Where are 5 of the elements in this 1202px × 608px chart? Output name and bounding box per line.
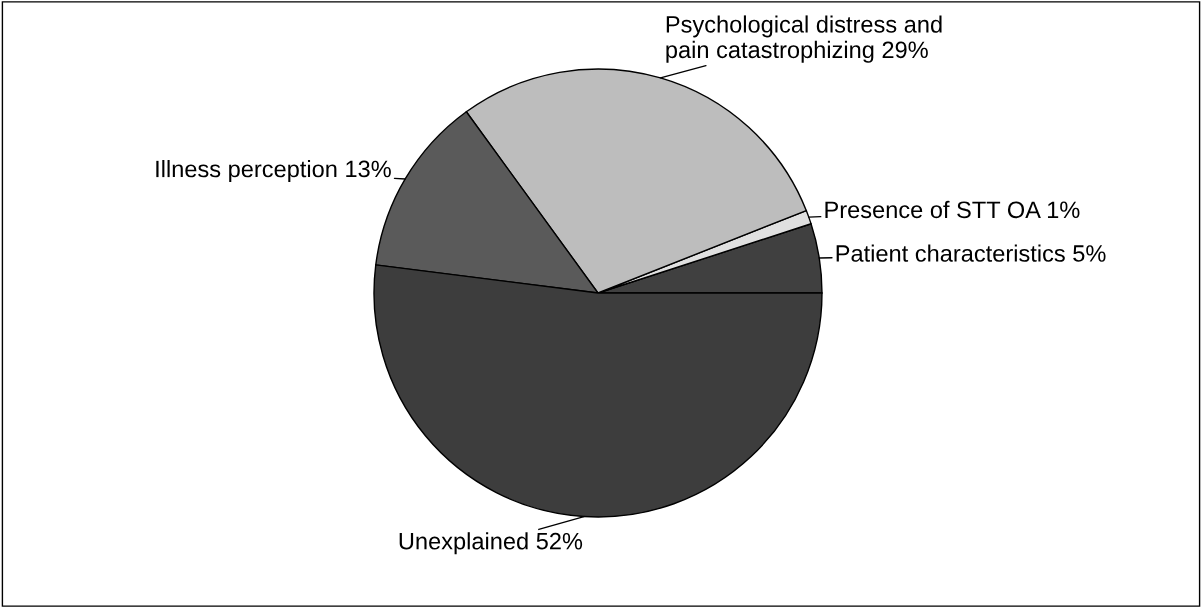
slice-label: Psychological distress and pain catastrophizing 29% <box>666 15 942 63</box>
slice-label: Presence of STT OA 1% <box>825 200 1080 219</box>
slice-label: Patient characteristics 5% <box>836 244 1106 262</box>
slice-label: Unexplained 52% <box>399 532 583 555</box>
slice-label: Illness perception 13% <box>156 159 391 182</box>
